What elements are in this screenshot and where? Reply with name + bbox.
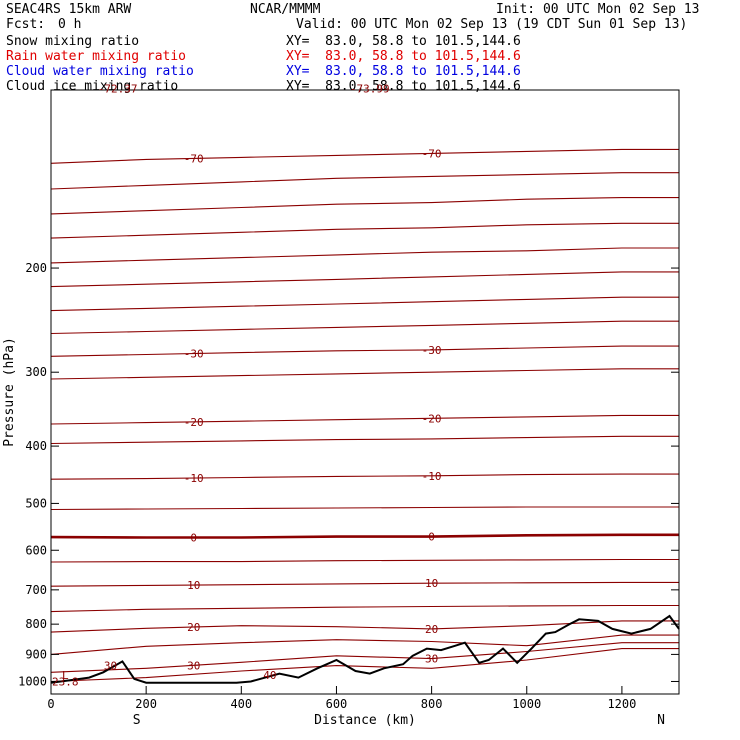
isotherm-label--20-0: -20	[184, 416, 204, 429]
organization-label: NCAR/MMMM	[250, 2, 321, 17]
y-tick-label-200: 200	[25, 261, 47, 275]
model-title: SEAC4RS 15km ARW	[6, 2, 132, 17]
y-tick-label-700: 700	[25, 583, 47, 597]
isotherm--55	[50, 222, 679, 239]
valid-time: Valid: 00 UTC Mon 02 Sep 13 (19 CDT Sun …	[296, 17, 688, 32]
isotherm--5	[50, 506, 679, 511]
isotherm-contours: -70 -70 -30 -30 -20 -20 -10 -10 0 0 10 10 20 20 30 30	[50, 147, 679, 683]
isotherm-label-20-1: 20	[425, 623, 438, 636]
x-axis-label: Distance (km)	[314, 713, 416, 728]
x-tick-label-400: 400	[230, 697, 252, 711]
y-tick-label-500: 500	[25, 496, 47, 510]
extra-label-30: 30	[104, 660, 117, 673]
x-tick-label-0: 0	[47, 697, 54, 711]
legend-snow-xy: XY= 83.0, 58.8 to 101.5,144.6	[286, 34, 521, 49]
isotherm--65	[50, 172, 679, 190]
isotherm-25	[50, 634, 679, 655]
terrain-line	[50, 614, 680, 684]
isotherm--35	[50, 320, 679, 335]
extra-label-40: 40	[263, 669, 276, 682]
legend-cloudwater-label: Cloud water mixing ratio	[6, 64, 194, 79]
isotherm-35	[50, 648, 679, 683]
isotherm-label-10-0: 10	[187, 579, 200, 592]
isotherm-30	[50, 642, 679, 673]
legend-snow-label: Snow mixing ratio	[6, 34, 140, 49]
isotherm--20	[50, 414, 679, 425]
terrain-profile	[50, 614, 680, 684]
isotherm-label-30-1: 30	[425, 653, 438, 666]
x-end-label-left: S	[133, 713, 141, 728]
isotherm-label--70-1: -70	[422, 147, 442, 160]
isotherm-label-0-0: 0	[190, 532, 197, 545]
x-tick-label-600: 600	[326, 697, 348, 711]
legend-rain-xy: XY= 83.0, 58.8 to 101.5,144.6	[286, 49, 521, 64]
extra-label-L: L	[62, 669, 69, 682]
legend-cloudwater-xy: XY= 83.0, 58.8 to 101.5,144.6	[286, 64, 521, 79]
y-tick-label-800: 800	[25, 617, 47, 631]
isotherm-20	[50, 620, 679, 633]
isotherm-label--70-0: -70	[184, 152, 204, 165]
isotherm--70	[50, 148, 679, 164]
isotherm-label-0-1: 0	[428, 531, 435, 544]
isotherm-10	[50, 581, 679, 587]
isotherm-label--30-0: -30	[184, 348, 204, 361]
peak-label-1: -73.99	[350, 83, 390, 96]
y-tick-label-1000: 1000	[18, 674, 47, 688]
isotherm-label--10-0: -10	[184, 472, 204, 485]
isotherm-label--10-1: -10	[422, 470, 442, 483]
x-tick-label-200: 200	[135, 697, 157, 711]
forecast-label: Fcst:	[6, 17, 46, 32]
x-tick-label-800: 800	[421, 697, 443, 711]
isotherm-label-30-0: 30	[187, 659, 200, 672]
isotherm--25	[50, 368, 679, 380]
isotherm--10	[50, 473, 679, 480]
isotherm-5	[50, 558, 679, 563]
chart-labels: -72.37 -73.99 L23.8 30 40	[52, 83, 390, 689]
isotherm--60	[50, 197, 679, 215]
forecast-hour: 0 h	[58, 17, 82, 32]
isotherm--40	[50, 296, 679, 312]
plot-frame	[50, 89, 680, 695]
isotherm-label--30-1: -30	[422, 344, 442, 357]
y-tick-label-400: 400	[25, 439, 47, 453]
x-end-label-right: N	[657, 713, 665, 728]
extra-label-min: 23.8	[52, 675, 79, 688]
isotherm--50	[50, 247, 679, 264]
x-tick-label-1000: 1000	[512, 697, 541, 711]
isotherm-label--20-1: -20	[422, 412, 442, 425]
y-axis-label: Pressure (hPa)	[2, 337, 17, 447]
peak-label-0: -72.37	[98, 83, 138, 96]
isotherm-label-20-0: 20	[187, 621, 200, 634]
isotherm-label-10-1: 10	[425, 577, 438, 590]
y-tick-label-600: 600	[25, 543, 47, 557]
init-time: Init: 00 UTC Mon 02 Sep 13	[496, 2, 700, 17]
isotherm-15	[50, 604, 679, 613]
y-tick-label-900: 900	[25, 647, 47, 661]
legend-rain-label: Rain water mixing ratio	[6, 49, 187, 64]
isotherm-0	[50, 533, 679, 539]
isotherm--15	[50, 435, 679, 445]
y-tick-label-300: 300	[25, 365, 47, 379]
x-tick-label-1200: 1200	[607, 697, 636, 711]
isotherm--45	[50, 271, 679, 288]
isotherm--30	[50, 345, 679, 357]
